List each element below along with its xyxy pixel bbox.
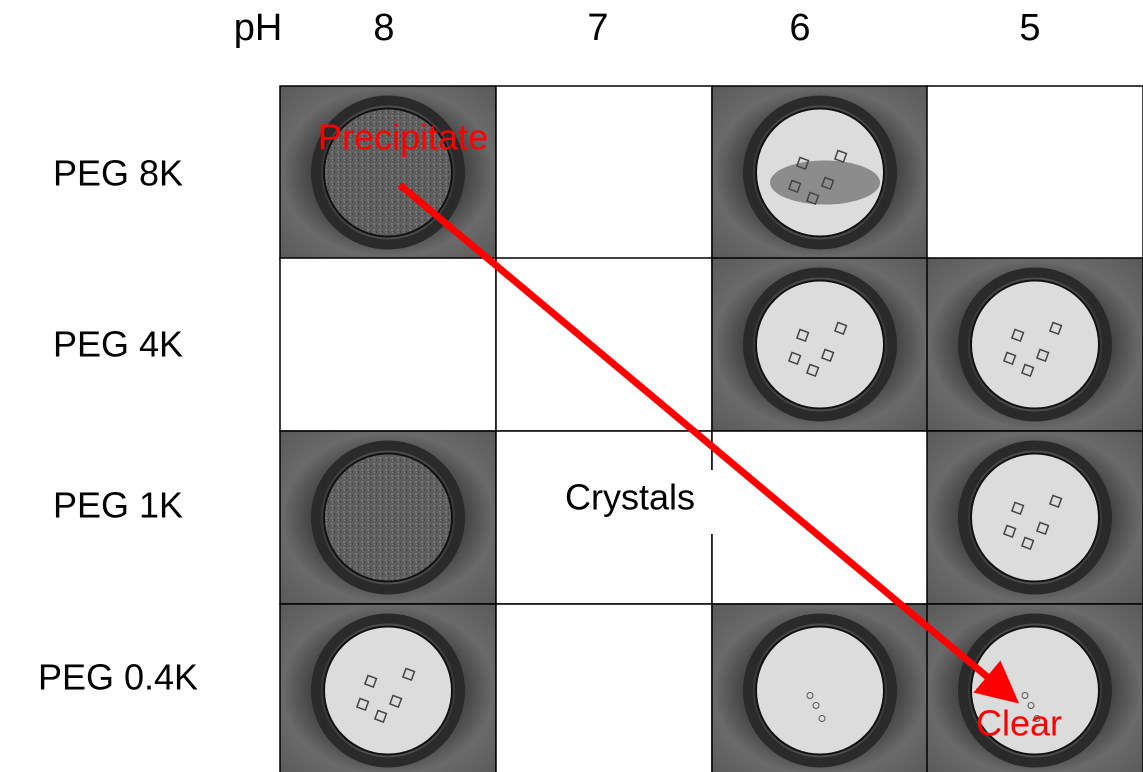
well-drop bbox=[971, 281, 1099, 409]
well-drop bbox=[324, 627, 452, 755]
column-label: 8 bbox=[373, 7, 394, 49]
cell bbox=[712, 431, 928, 604]
annotation: Clear bbox=[976, 703, 1062, 744]
annotation: Precipitate bbox=[318, 117, 488, 158]
cell bbox=[496, 86, 712, 259]
cell bbox=[496, 258, 712, 431]
column-label: 7 bbox=[587, 7, 608, 49]
cell bbox=[496, 604, 712, 772]
well-drop bbox=[756, 281, 884, 409]
annotation: Crystals bbox=[565, 477, 695, 518]
page: {"header": {"axis_label": "pH", "columns… bbox=[0, 0, 1143, 772]
column-label: 5 bbox=[1019, 7, 1040, 49]
row-label: PEG 4K bbox=[53, 324, 183, 365]
column-label: 6 bbox=[789, 7, 810, 49]
well-drop bbox=[324, 454, 452, 582]
well-drop bbox=[971, 454, 1099, 582]
row-label: PEG 8K bbox=[53, 153, 183, 194]
axis-label: pH bbox=[234, 7, 283, 49]
row-label: PEG 0.4K bbox=[38, 657, 198, 698]
figure: pH 8 7 6 5 PEG 8K PEG 4K PEG 1K PEG 0.4K Precip… bbox=[0, 0, 1143, 772]
cell bbox=[927, 86, 1143, 259]
well-drop bbox=[756, 627, 884, 755]
row-label: PEG 1K bbox=[53, 485, 183, 526]
precipitate bbox=[770, 161, 880, 205]
cell bbox=[280, 258, 496, 431]
